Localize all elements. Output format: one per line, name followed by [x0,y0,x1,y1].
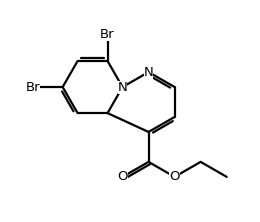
Text: N: N [118,81,127,93]
Text: O: O [117,170,128,183]
Text: N: N [144,65,153,79]
Text: Br: Br [25,81,40,93]
Text: Br: Br [100,28,115,41]
Text: O: O [169,170,180,183]
